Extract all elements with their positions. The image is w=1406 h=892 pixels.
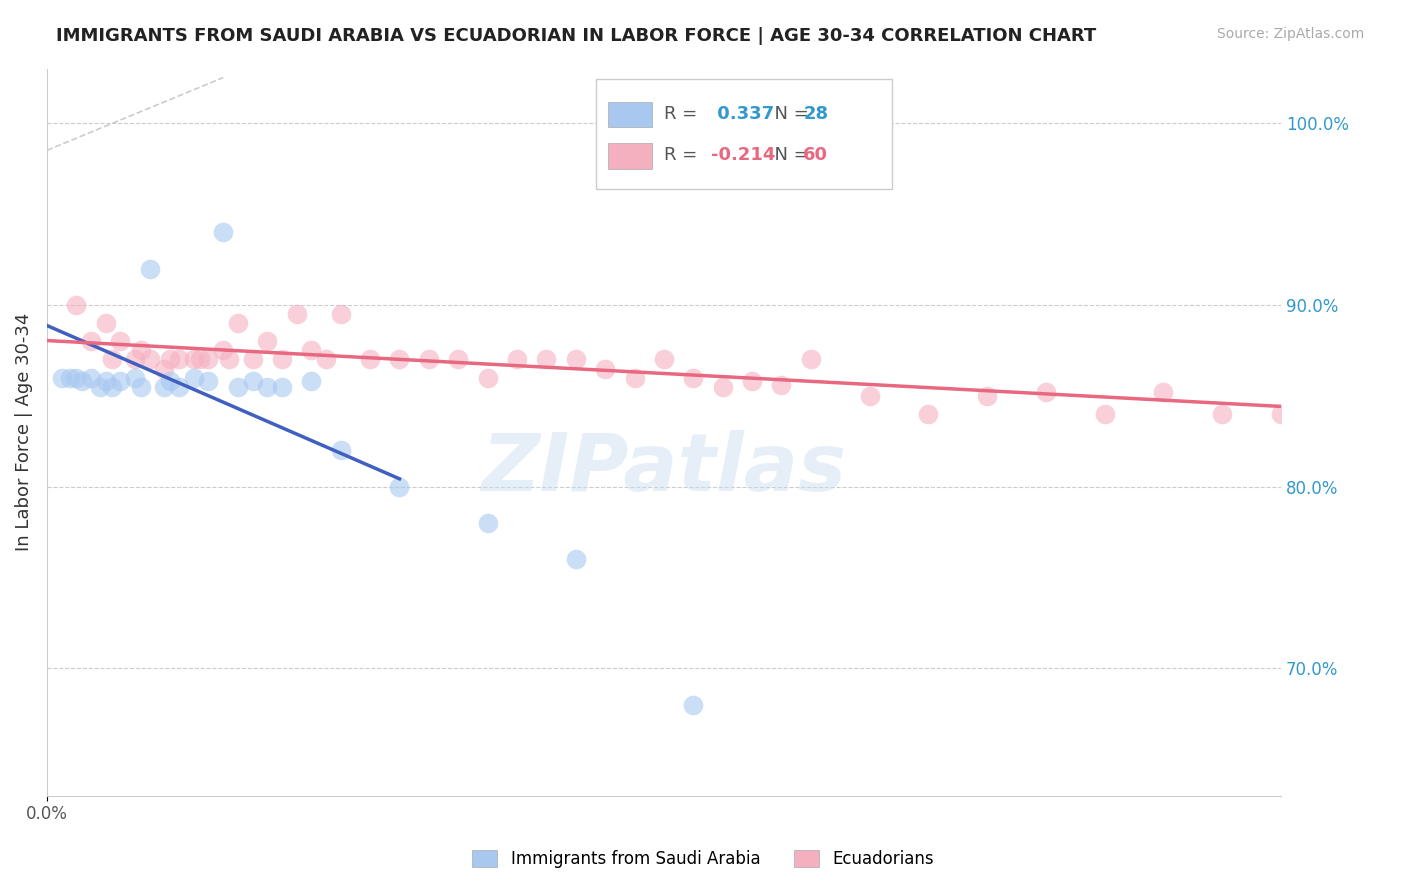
Point xyxy=(299,374,322,388)
Point xyxy=(770,377,793,392)
Point xyxy=(183,370,205,384)
Point xyxy=(242,374,264,388)
Point xyxy=(159,374,181,388)
Point xyxy=(138,261,160,276)
Point xyxy=(183,352,205,367)
Y-axis label: In Labor Force | Age 30-34: In Labor Force | Age 30-34 xyxy=(15,313,32,551)
Text: 0.337: 0.337 xyxy=(711,104,773,122)
Point xyxy=(1035,385,1057,400)
Point xyxy=(858,389,880,403)
Point xyxy=(271,380,294,394)
Point xyxy=(110,374,132,388)
Point xyxy=(299,343,322,358)
Point xyxy=(188,352,211,367)
Text: R =: R = xyxy=(664,146,703,164)
Point xyxy=(1094,407,1116,421)
Bar xyxy=(609,144,651,169)
Point xyxy=(212,343,235,358)
Point xyxy=(70,374,93,388)
Point xyxy=(976,389,998,403)
Bar xyxy=(609,102,651,128)
Point xyxy=(51,370,73,384)
Point xyxy=(565,552,588,566)
Point xyxy=(388,352,411,367)
Point xyxy=(1329,410,1351,425)
Point xyxy=(418,352,440,367)
Point xyxy=(153,361,176,376)
Point xyxy=(129,343,152,358)
Point xyxy=(218,352,240,367)
Text: 28: 28 xyxy=(803,104,828,122)
Point xyxy=(565,352,588,367)
Point xyxy=(285,307,308,321)
Point xyxy=(226,316,249,330)
Point xyxy=(100,352,122,367)
Point xyxy=(167,352,190,367)
Point xyxy=(682,370,704,384)
Point xyxy=(65,298,87,312)
Point xyxy=(1152,385,1174,400)
Point xyxy=(256,380,278,394)
Point xyxy=(197,352,219,367)
Point xyxy=(197,374,219,388)
Point xyxy=(242,352,264,367)
Point xyxy=(447,352,470,367)
Point xyxy=(315,352,337,367)
Point xyxy=(1211,407,1233,421)
Point xyxy=(623,370,645,384)
Point xyxy=(80,334,103,349)
Point xyxy=(100,380,122,394)
Point xyxy=(1388,407,1406,421)
Text: IMMIGRANTS FROM SAUDI ARABIA VS ECUADORIAN IN LABOR FORCE | AGE 30-34 CORRELATIO: IMMIGRANTS FROM SAUDI ARABIA VS ECUADORI… xyxy=(56,27,1097,45)
Point xyxy=(711,380,734,394)
Point xyxy=(94,316,117,330)
Point xyxy=(129,380,152,394)
Point xyxy=(212,225,235,239)
Text: Source: ZipAtlas.com: Source: ZipAtlas.com xyxy=(1216,27,1364,41)
Text: ZIPatlas: ZIPatlas xyxy=(481,430,846,508)
Point xyxy=(226,380,249,394)
Point xyxy=(153,380,176,394)
Text: R =: R = xyxy=(664,104,703,122)
Point xyxy=(388,480,411,494)
Point xyxy=(89,380,111,394)
Point xyxy=(94,374,117,388)
Point xyxy=(506,352,529,367)
Text: N =: N = xyxy=(762,146,814,164)
Point xyxy=(477,370,499,384)
Text: 60: 60 xyxy=(803,146,828,164)
Point xyxy=(917,407,939,421)
Point xyxy=(652,352,675,367)
Point xyxy=(359,352,381,367)
Point xyxy=(1270,407,1292,421)
Point xyxy=(593,361,616,376)
Point xyxy=(536,352,558,367)
Point xyxy=(65,370,87,384)
Point xyxy=(110,334,132,349)
Point xyxy=(138,352,160,367)
Point xyxy=(124,370,146,384)
FancyBboxPatch shape xyxy=(596,79,893,188)
Text: N =: N = xyxy=(762,104,814,122)
Text: -0.214: -0.214 xyxy=(711,146,775,164)
Point xyxy=(124,352,146,367)
Point xyxy=(682,698,704,712)
Legend: Immigrants from Saudi Arabia, Ecuadorians: Immigrants from Saudi Arabia, Ecuadorian… xyxy=(465,843,941,875)
Point xyxy=(329,443,352,458)
Point xyxy=(741,374,763,388)
Point xyxy=(329,307,352,321)
Point xyxy=(167,380,190,394)
Point xyxy=(477,516,499,530)
Point xyxy=(271,352,294,367)
Point xyxy=(159,352,181,367)
Point xyxy=(800,352,823,367)
Point xyxy=(256,334,278,349)
Point xyxy=(80,370,103,384)
Point xyxy=(59,370,82,384)
